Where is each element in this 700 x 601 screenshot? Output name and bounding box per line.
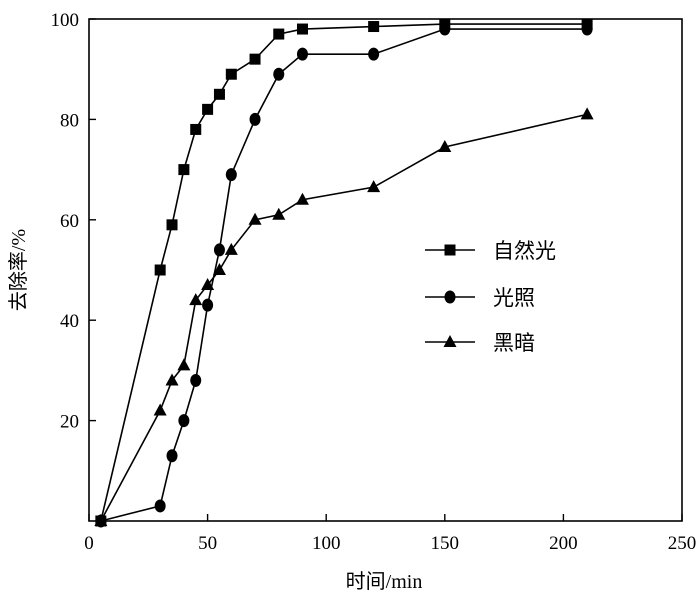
data-point — [213, 243, 225, 257]
data-point — [178, 414, 190, 428]
data-point — [580, 107, 594, 120]
data-point — [94, 514, 108, 526]
data-point — [202, 298, 214, 312]
x-tick-label: 0 — [84, 533, 94, 554]
data-point — [190, 123, 202, 135]
legend-label: 自然光 — [493, 239, 556, 263]
legend-label: 黑暗 — [493, 331, 535, 355]
series-layer — [94, 18, 594, 528]
y-tick-label: 20 — [60, 412, 79, 433]
x-tick-label: 150 — [431, 533, 460, 554]
legend-marker — [444, 290, 456, 304]
legend-marker — [444, 244, 456, 256]
y-tick-label: 80 — [60, 110, 79, 131]
data-point — [368, 47, 380, 61]
data-point — [177, 358, 191, 371]
x-tick-label: 250 — [668, 533, 697, 554]
plot-frame — [88, 18, 683, 522]
x-tick-label: 50 — [198, 533, 217, 554]
data-point — [190, 373, 202, 387]
data-point — [202, 103, 214, 115]
data-point — [213, 88, 225, 100]
data-point — [295, 192, 309, 205]
legend-marker — [443, 335, 457, 347]
data-point — [273, 67, 285, 81]
data-point — [273, 28, 285, 40]
data-point — [225, 68, 237, 80]
x-tick-label: 200 — [549, 533, 578, 554]
data-point — [154, 264, 166, 276]
data-point — [166, 449, 178, 463]
x-axis-title: 时间/min — [346, 570, 423, 593]
data-point — [225, 168, 237, 182]
data-point — [296, 23, 308, 35]
data-point — [272, 207, 286, 220]
data-point — [439, 22, 451, 36]
data-point — [581, 22, 593, 36]
y-tick-label: 40 — [60, 311, 79, 332]
series-triangle — [94, 107, 594, 526]
data-point — [248, 212, 262, 225]
data-point — [178, 164, 190, 176]
data-point — [153, 403, 167, 416]
y-tick-label: 100 — [51, 10, 80, 31]
data-point — [368, 21, 380, 33]
axes: 0 50 100 150 200 250 20 40 60 80 100 — [51, 10, 697, 554]
data-point — [212, 263, 226, 275]
data-point — [201, 278, 215, 291]
series-line — [100, 23, 588, 522]
data-point — [154, 499, 166, 513]
series-line — [100, 28, 588, 522]
data-point — [249, 112, 261, 126]
y-axis-title: 去除率/% — [7, 229, 30, 311]
legend-label: 光照 — [493, 286, 535, 310]
x-tick-label: 100 — [312, 533, 341, 554]
data-point — [165, 373, 179, 386]
data-point — [438, 140, 452, 153]
y-tick-label: 60 — [60, 211, 79, 232]
data-point — [367, 180, 381, 193]
data-point — [296, 47, 308, 61]
series-circle — [95, 22, 593, 528]
data-point — [189, 293, 203, 306]
data-point — [249, 53, 261, 65]
data-point — [166, 219, 178, 231]
data-point — [224, 242, 238, 255]
